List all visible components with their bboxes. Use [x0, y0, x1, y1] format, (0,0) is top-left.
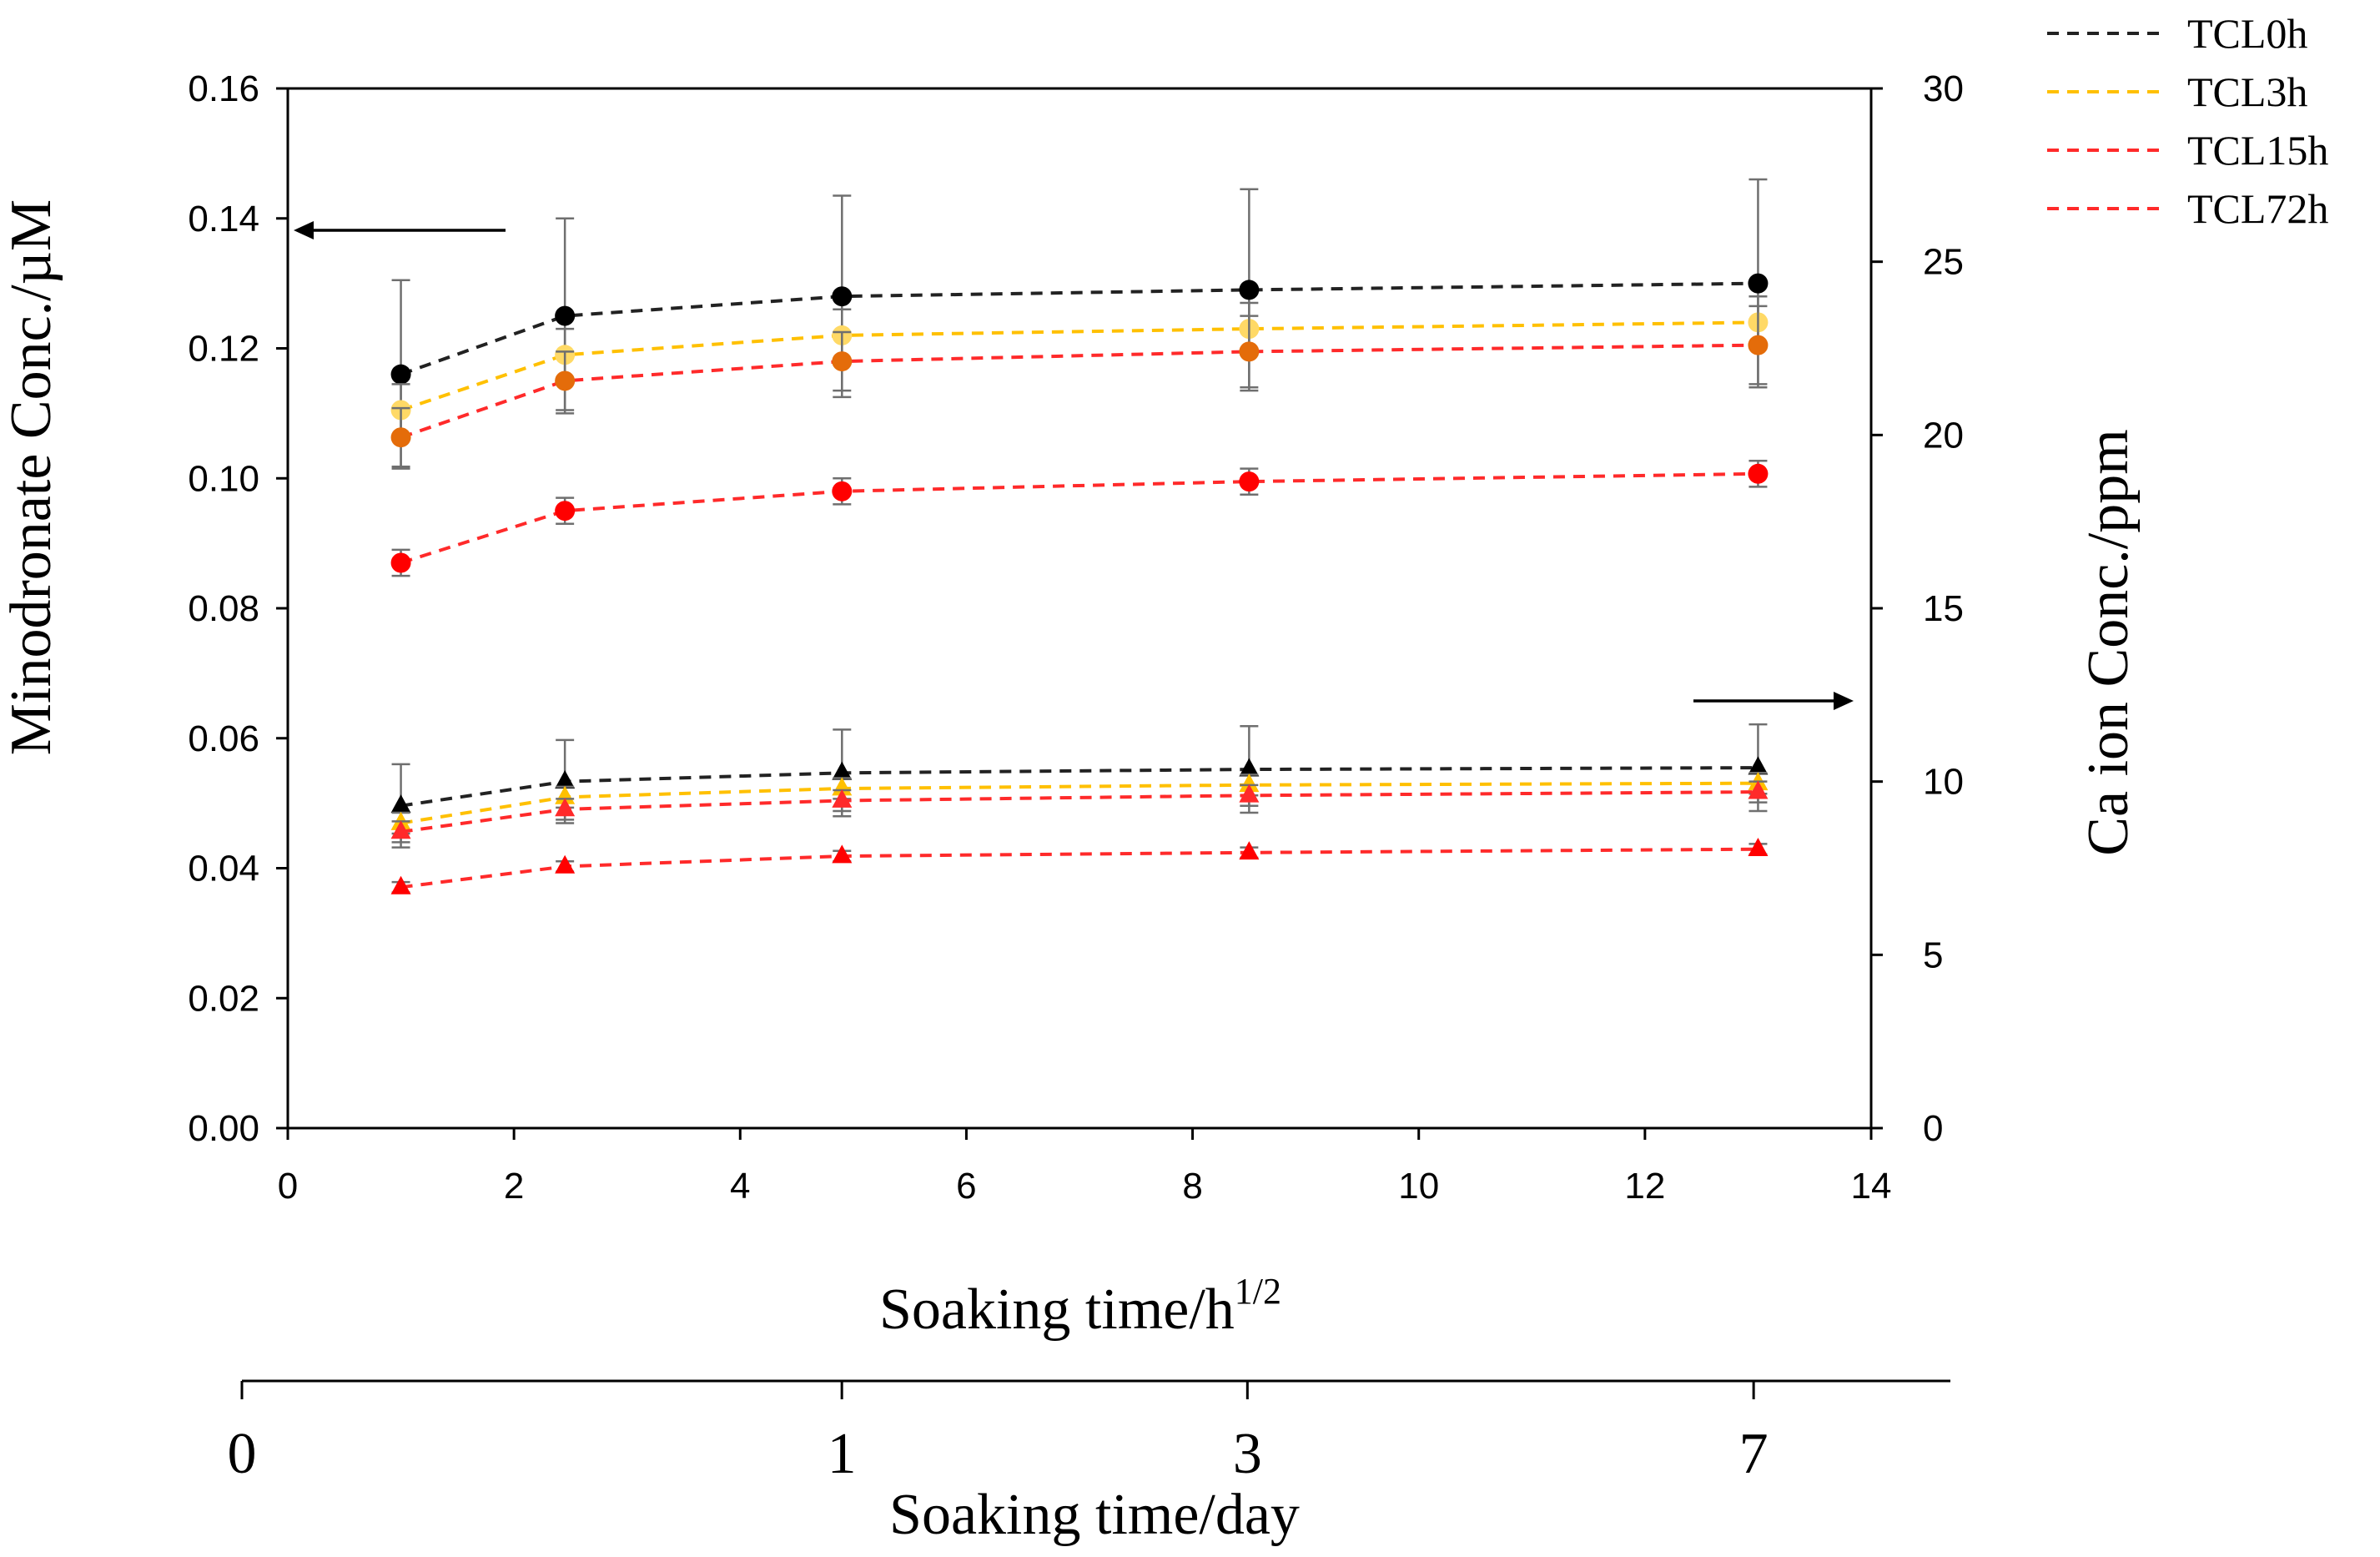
- day-axis-title: Soaking time/day: [889, 1483, 1300, 1547]
- data-point: [832, 351, 853, 372]
- y-right-tick-label: 10: [1923, 762, 1964, 803]
- data-point: [1239, 471, 1260, 492]
- x-axis-title: Soaking time/h1/2: [879, 1271, 1281, 1342]
- data-point: [1748, 756, 1769, 775]
- x-tick-label: 14: [1851, 1166, 1892, 1207]
- x-tick-label: 8: [1182, 1166, 1202, 1207]
- data-point: [390, 427, 411, 448]
- legend-label: TCL3h: [2187, 68, 2307, 115]
- legend: TCL0h TCL3h TCL15h TCL72h: [2047, 10, 2328, 232]
- data-point: [555, 770, 576, 789]
- data-point: [1748, 463, 1769, 484]
- data-point: [832, 844, 853, 864]
- x-axis-title-superscript: 1/2: [1235, 1271, 1281, 1312]
- x-tick-label: 4: [730, 1166, 750, 1207]
- y-right-tick-label: 20: [1923, 415, 1964, 456]
- data-point: [390, 364, 411, 385]
- y-left-tick-label: 0.08: [188, 588, 259, 629]
- annotations: [294, 221, 1854, 710]
- left-axis-arrowhead: [294, 221, 314, 239]
- data-point: [390, 820, 411, 839]
- legend-label: TCL0h: [2187, 10, 2307, 57]
- data-point: [390, 794, 411, 814]
- day-axis-tick-label: 1: [828, 1422, 857, 1486]
- data-point: [1748, 273, 1769, 294]
- y-left-tick-label: 0.12: [188, 329, 259, 370]
- data-point: [555, 305, 576, 326]
- data-point: [1748, 335, 1769, 355]
- y-left-tick-label: 0.02: [188, 978, 259, 1019]
- series-tcl72h-right: [390, 838, 1769, 894]
- data-point: [1239, 841, 1260, 860]
- x-tick-label: 2: [504, 1166, 524, 1207]
- series-tcl72h-left: [390, 459, 1769, 577]
- data-point: [555, 501, 576, 522]
- x-tick-label: 0: [278, 1166, 298, 1207]
- y-left-tick-label: 0.14: [188, 199, 259, 239]
- x-tick-label: 6: [956, 1166, 976, 1207]
- y-right-tick-label: 30: [1923, 68, 1964, 109]
- y-left-tick-label: 0.10: [188, 458, 259, 499]
- right-axis-arrowhead: [1834, 692, 1854, 710]
- data-point: [555, 798, 576, 817]
- data-point: [832, 761, 853, 780]
- data-point: [832, 481, 853, 501]
- data-point: [1239, 773, 1260, 793]
- day-axis-tick-label: 7: [1739, 1422, 1769, 1486]
- data-point: [555, 854, 576, 874]
- series-tcl0h-right: [390, 723, 1769, 849]
- axes: 0.000.020.040.060.080.100.120.140.160510…: [188, 68, 1964, 1486]
- data-point: [555, 370, 576, 391]
- series-tcl15h-left: [390, 305, 1769, 468]
- data-point: [1748, 780, 1769, 799]
- y-axis-right-title: Ca ion Conc./ppm: [2076, 429, 2141, 855]
- y-left-tick-label: 0.04: [188, 849, 259, 889]
- y-left-tick-label: 0.06: [188, 718, 259, 759]
- day-axis-tick-label: 0: [228, 1422, 257, 1486]
- series-tcl0h-left: [390, 178, 1769, 470]
- series-tcl15h-right: [390, 780, 1769, 844]
- x-axis-title-main: Soaking time/h: [879, 1277, 1235, 1342]
- y-right-tick-label: 0: [1923, 1108, 1943, 1149]
- x-tick-label: 12: [1624, 1166, 1665, 1207]
- data-point: [1239, 341, 1260, 362]
- data-point: [390, 875, 411, 894]
- data-point: [832, 286, 853, 307]
- x-tick-label: 10: [1398, 1166, 1439, 1207]
- data-point: [1239, 784, 1260, 803]
- y-right-tick-label: 15: [1923, 588, 1964, 629]
- data-point: [1748, 838, 1769, 857]
- data-point: [1239, 280, 1260, 300]
- y-right-tick-label: 5: [1923, 935, 1943, 975]
- y-right-tick-label: 25: [1923, 242, 1964, 283]
- data-point: [390, 552, 411, 573]
- data-point: [832, 789, 853, 808]
- y-left-tick-label: 0.16: [188, 68, 259, 109]
- legend-label: TCL15h: [2187, 127, 2328, 174]
- legend-label: TCL72h: [2187, 185, 2328, 232]
- day-axis-tick-label: 3: [1233, 1422, 1262, 1486]
- series-layer: [390, 178, 1769, 894]
- y-left-tick-label: 0.00: [188, 1108, 259, 1149]
- y-axis-left-title: Minodronate Conc./µM: [0, 199, 63, 755]
- data-point: [1239, 758, 1260, 777]
